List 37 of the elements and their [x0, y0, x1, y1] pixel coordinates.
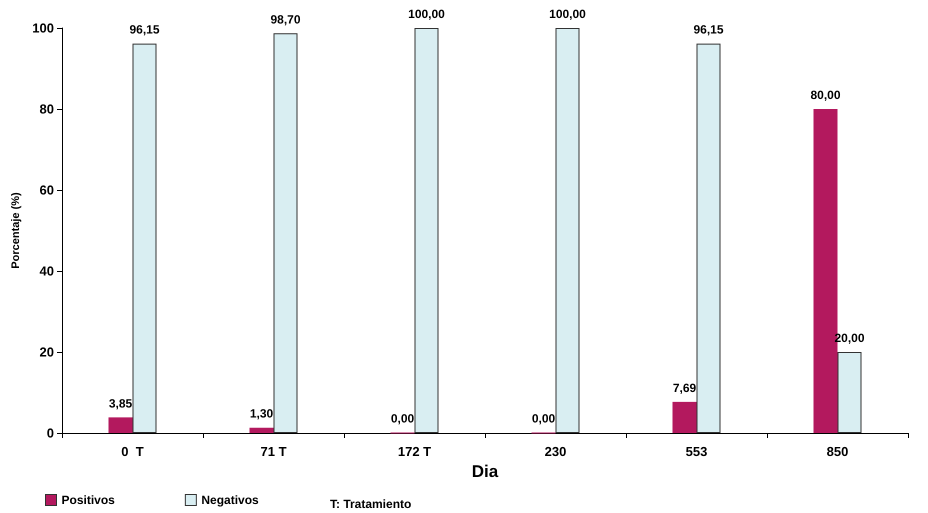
data-label: 100,00: [408, 7, 446, 21]
bar: [274, 33, 298, 433]
x-tick-label: 850: [826, 444, 848, 459]
data-label: 7,69: [672, 380, 696, 395]
legend-label: Positivos: [62, 493, 116, 507]
data-label: 98,70: [270, 12, 301, 26]
y-axis-title: Porcentaje (%): [10, 192, 22, 269]
bar: [556, 28, 580, 433]
x-tick-label: 0 T: [121, 444, 144, 459]
bar: [838, 352, 862, 433]
data-label: 1,30: [250, 406, 274, 421]
bar: [108, 417, 132, 433]
x-tick-label: 71 T: [260, 444, 287, 459]
data-label: 0,00: [390, 412, 414, 426]
y-tick-label: 40: [40, 264, 54, 278]
data-label: 96,15: [693, 22, 724, 37]
y-tick-label: 20: [40, 344, 54, 360]
bar: [672, 402, 696, 433]
data-label: 3,85: [108, 396, 132, 410]
y-tick-label: 0: [46, 426, 54, 440]
y-tick-label: 80: [40, 102, 54, 116]
bar: [696, 44, 720, 433]
legend-label: Negativos: [201, 493, 260, 507]
data-label: 0,00: [532, 412, 556, 426]
bar: [250, 428, 274, 433]
data-label: 96,15: [129, 22, 160, 37]
bar: [132, 44, 156, 433]
y-tick-label: 60: [40, 182, 54, 198]
x-axis-title: Dia: [472, 462, 499, 481]
x-tick-label: 230: [544, 444, 566, 459]
text: T: Tratamiento: [330, 497, 412, 511]
x-tick-label: 172 T: [398, 444, 432, 459]
x-tick-label: 553: [686, 444, 708, 459]
data-label: 80,00: [810, 88, 841, 102]
y-tick-label: 100: [32, 20, 54, 36]
bar: [414, 28, 438, 433]
data-label: 100,00: [549, 7, 586, 21]
